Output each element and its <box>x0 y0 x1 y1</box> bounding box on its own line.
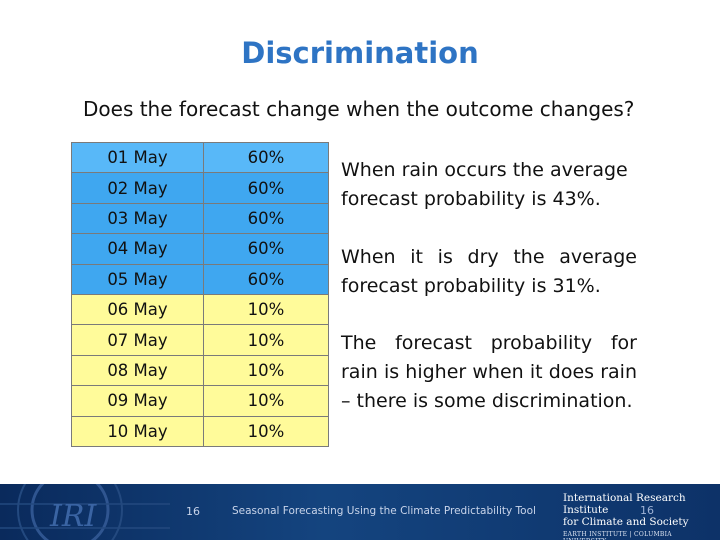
probability-cell: 10% <box>203 293 329 326</box>
note-conclusion: The forecast probability for rain is hig… <box>341 332 637 412</box>
logo-text: IRI <box>49 499 97 534</box>
institute-line1: International Research Institute <box>563 492 686 516</box>
page-number: 16 <box>186 505 200 518</box>
probability-cell: 10% <box>203 415 329 447</box>
note-dry: When it is dry the average forecast prob… <box>341 246 637 297</box>
table-row: 01 May 60% <box>71 141 329 174</box>
date-cell: 07 May <box>71 324 204 356</box>
date-cell: 02 May <box>71 172 204 204</box>
table-row: 10 May 10% <box>71 415 329 447</box>
date-cell: 03 May <box>71 202 204 235</box>
probability-cell: 10% <box>203 324 329 356</box>
page-number-overlay: 16 <box>640 504 654 517</box>
probability-cell: 10% <box>203 385 329 417</box>
table-row: 09 May 10% <box>71 385 329 417</box>
table-row: 05 May 60% <box>71 263 329 295</box>
date-cell: 09 May <box>71 385 204 417</box>
probability-cell: 60% <box>203 202 329 235</box>
table-row: 08 May 10% <box>71 354 329 387</box>
date-cell: 06 May <box>71 293 204 326</box>
table-row: 03 May 60% <box>71 202 329 235</box>
date-cell: 04 May <box>71 233 204 265</box>
table-row: 07 May 10% <box>71 324 329 356</box>
note-rain: When rain occurs the average forecast pr… <box>341 159 628 210</box>
forecast-table: 01 May 60% 02 May 60% 03 May 60% 04 May 60% 05 M… <box>71 141 329 447</box>
date-cell: 10 May <box>71 415 204 447</box>
institute-line2: for Climate and Society <box>563 516 689 528</box>
probability-cell: 10% <box>203 354 329 387</box>
table-row: 02 May 60% <box>71 172 329 204</box>
table-row: 04 May 60% <box>71 233 329 265</box>
institute-line3: EARTH INSTITUTE | COLUMBIA UNIVERSITY <box>563 531 672 540</box>
footer-bar: IRI 16 Seasonal Forecasting Using the Cl… <box>0 484 720 540</box>
probability-cell: 60% <box>203 141 329 174</box>
date-cell: 01 May <box>71 141 204 174</box>
date-cell: 05 May <box>71 263 204 295</box>
slide-title: Discrimination <box>241 36 479 70</box>
date-cell: 08 May <box>71 354 204 387</box>
probability-cell: 60% <box>203 263 329 295</box>
iri-logo-icon: IRI <box>0 484 170 540</box>
slide-subtitle: Does the forecast change when the outcom… <box>83 97 635 121</box>
probability-cell: 60% <box>203 233 329 265</box>
table-row: 06 May 10% <box>71 293 329 326</box>
probability-cell: 60% <box>203 172 329 204</box>
institute-name: International Research Institute for Cli… <box>563 492 713 540</box>
footer-text: Seasonal Forecasting Using the Climate P… <box>232 505 536 517</box>
